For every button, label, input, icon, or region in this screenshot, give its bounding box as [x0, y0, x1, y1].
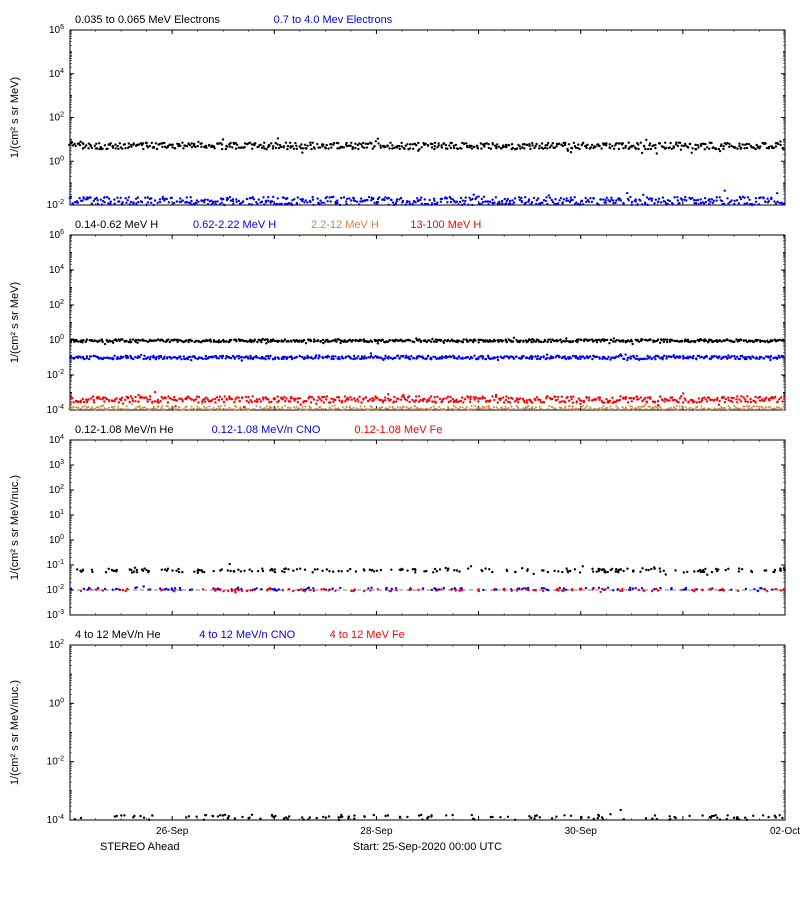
footer-left: STEREO Ahead — [100, 841, 180, 853]
ytick-label: 100 — [49, 334, 64, 346]
xtick-label: 28-Sep — [360, 826, 393, 837]
series-points — [69, 391, 785, 409]
svg-text:10-3: 10-3 — [47, 609, 64, 621]
series-points — [74, 809, 784, 821]
svg-text:103: 103 — [49, 459, 64, 471]
svg-text:106: 106 — [49, 24, 64, 36]
svg-text:10-4: 10-4 — [47, 404, 64, 416]
series-points — [70, 337, 785, 346]
series-label: 4 to 12 MeV/n CNO — [199, 629, 295, 641]
ytick-label: 102 — [49, 484, 64, 496]
ytick-label: 10-2 — [47, 199, 64, 211]
ytick-label: 100 — [49, 155, 64, 167]
series-points — [76, 563, 786, 576]
svg-text:100: 100 — [49, 697, 64, 709]
xtick-label: 02-Oct — [770, 826, 800, 837]
series-points — [68, 137, 784, 155]
ytick-label: 104 — [49, 434, 64, 446]
series-label: 4 to 12 MeV/n He — [75, 629, 161, 641]
panel-frame — [70, 645, 785, 820]
ytick-label: 10-2 — [47, 584, 64, 596]
ytick-label: 106 — [49, 229, 64, 241]
ytick-label: 10-2 — [47, 369, 64, 381]
panel-frame — [70, 440, 785, 615]
footer-center: Start: 25-Sep-2020 00:00 UTC — [353, 841, 502, 853]
chart-svg: 10-2 100 102 104 106 1/(cm² s sr MeV) 0.035 to… — [0, 0, 800, 900]
svg-text:10-1: 10-1 — [47, 559, 64, 571]
xtick-label: 26-Sep — [156, 826, 189, 837]
svg-text:100: 100 — [49, 334, 64, 346]
series-label: 0.12-1.08 MeV Fe — [354, 424, 442, 436]
svg-text:10-2: 10-2 — [47, 756, 64, 768]
series-label: 2.2-12 MeV H — [311, 219, 379, 231]
ytick-label: 101 — [49, 509, 64, 521]
series-label: 0.035 to 0.065 MeV Electrons — [75, 14, 220, 26]
panel-frame — [70, 235, 785, 410]
y-axis-label: 1/(cm² s sr MeV/nuc.) — [9, 475, 21, 580]
svg-text:10-2: 10-2 — [47, 369, 64, 381]
svg-text:10-4: 10-4 — [47, 814, 64, 826]
ytick-label: 10-3 — [47, 609, 64, 621]
svg-text:10-2: 10-2 — [47, 199, 64, 211]
svg-text:102: 102 — [49, 639, 64, 651]
series-points — [69, 190, 785, 207]
series-label: 0.12-1.08 MeV/n He — [75, 424, 173, 436]
series-label: 0.62-2.22 MeV H — [193, 219, 276, 231]
svg-text:10-2: 10-2 — [47, 584, 64, 596]
y-axis-label: 1/(cm² s sr MeV/nuc.) — [9, 680, 21, 785]
ytick-label: 103 — [49, 459, 64, 471]
ytick-label: 10-1 — [47, 559, 64, 571]
ytick-label: 102 — [49, 639, 64, 651]
ytick-label: 104 — [49, 264, 64, 276]
ytick-label: 102 — [49, 299, 64, 311]
series-label: 13-100 MeV H — [410, 219, 481, 231]
y-axis-label: 1/(cm² s sr MeV) — [9, 77, 21, 158]
svg-text:100: 100 — [49, 155, 64, 167]
ytick-label: 100 — [49, 697, 64, 709]
ytick-label: 10-4 — [47, 404, 64, 416]
svg-text:100: 100 — [49, 534, 64, 546]
svg-text:104: 104 — [49, 434, 64, 446]
svg-text:106: 106 — [49, 229, 64, 241]
series-label: 0.14-0.62 MeV H — [75, 219, 158, 231]
ytick-label: 102 — [49, 112, 64, 124]
ytick-label: 100 — [49, 534, 64, 546]
series-label: 4 to 12 MeV Fe — [330, 629, 405, 641]
panel-frame — [70, 30, 785, 205]
svg-text:104: 104 — [49, 68, 64, 80]
ytick-label: 106 — [49, 24, 64, 36]
ytick-label: 104 — [49, 68, 64, 80]
series-label: 0.12-1.08 MeV/n CNO — [212, 424, 321, 436]
svg-text:104: 104 — [49, 264, 64, 276]
svg-text:102: 102 — [49, 299, 64, 311]
ytick-label: 10-4 — [47, 814, 64, 826]
svg-text:102: 102 — [49, 112, 64, 124]
y-axis-label: 1/(cm² s sr MeV) — [9, 282, 21, 363]
series-label: 0.7 to 4.0 Mev Electrons — [274, 14, 393, 26]
svg-text:101: 101 — [49, 509, 64, 521]
svg-text:102: 102 — [49, 484, 64, 496]
series-points — [69, 352, 784, 361]
xtick-label: 30-Sep — [565, 826, 598, 837]
chart-container: 10-2 100 102 104 106 1/(cm² s sr MeV) 0.035 to… — [0, 0, 800, 900]
ytick-label: 10-2 — [47, 756, 64, 768]
